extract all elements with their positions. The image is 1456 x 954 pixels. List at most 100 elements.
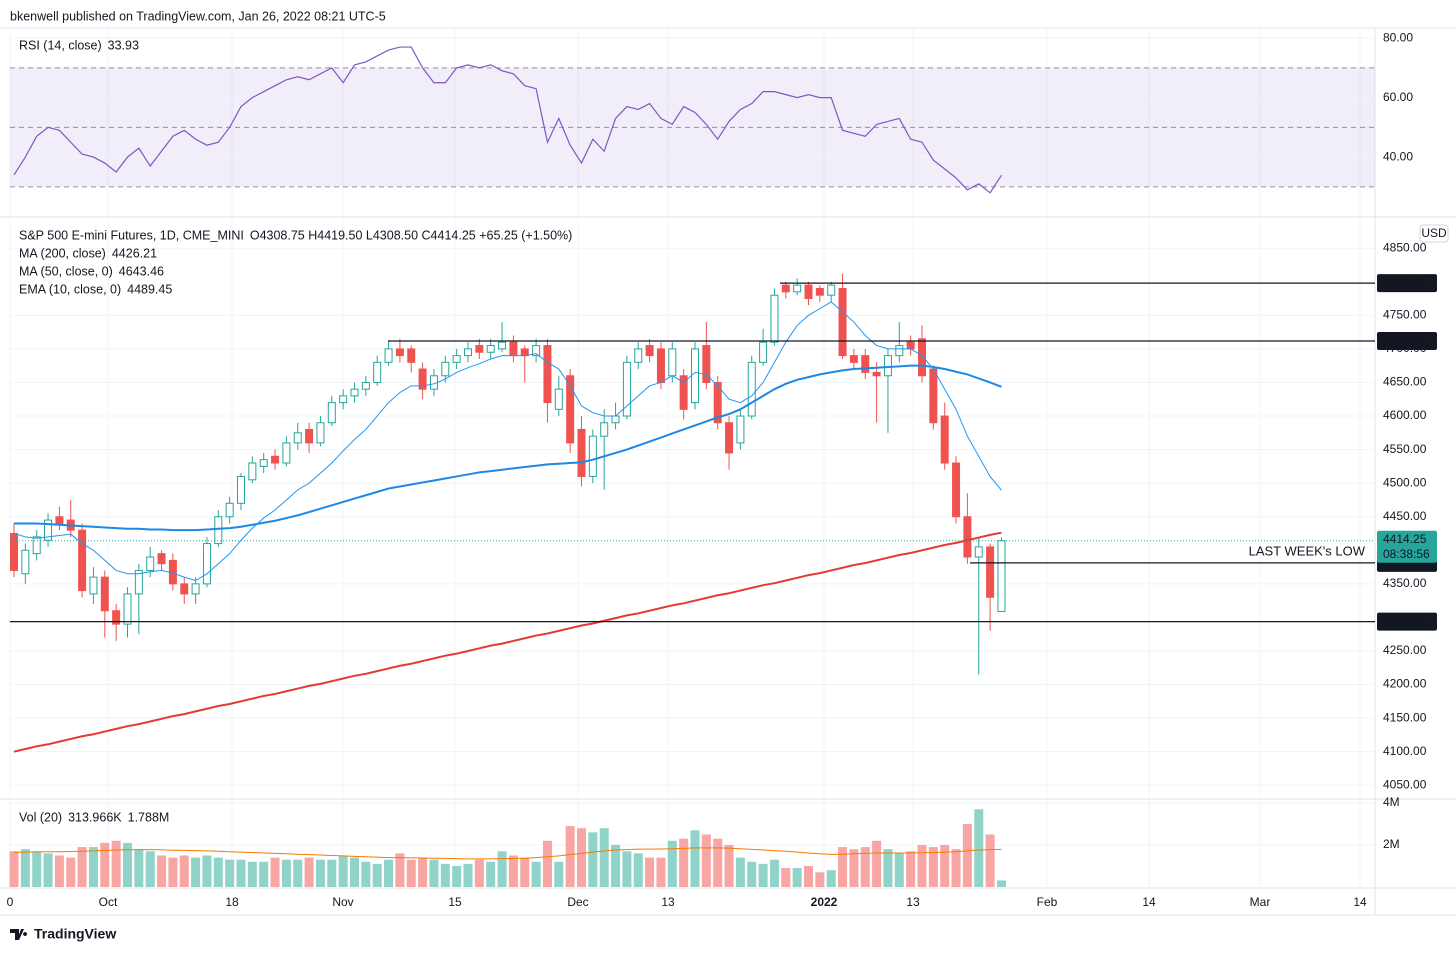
volume-bar	[996, 880, 1006, 887]
volume-bar	[815, 872, 825, 887]
candle-body	[316, 422, 325, 444]
x-tick-label: Dec	[567, 895, 588, 909]
volume-bar	[191, 857, 201, 887]
symbol-title: S&P 500 E-mini Futures, 1D, CME_MINI	[19, 228, 244, 242]
candle-body	[214, 516, 223, 545]
volume-bar	[202, 855, 212, 887]
volume-bar	[849, 849, 859, 887]
candle-body	[895, 345, 904, 357]
volume-bar	[384, 859, 394, 887]
volume-bar	[894, 853, 904, 887]
candle-body	[180, 583, 189, 595]
x-tick-label: 13	[661, 895, 675, 909]
currency: USD	[1421, 226, 1447, 240]
candle-body	[89, 576, 98, 595]
volume-bar	[270, 857, 280, 887]
volume-bar	[962, 823, 972, 887]
legend-name: MA (200, close)	[19, 246, 106, 260]
volume-bar	[701, 834, 711, 887]
volume-bar	[747, 861, 757, 887]
volume-bar	[792, 868, 802, 887]
candle-body	[441, 361, 450, 377]
candle-body	[656, 348, 665, 383]
candle-body	[554, 388, 563, 410]
volume-bar	[225, 859, 235, 887]
candle-body	[350, 388, 359, 397]
rsi-band	[10, 67, 1375, 187]
volume-bar	[940, 844, 950, 887]
volume-bar	[781, 868, 791, 887]
candle-body	[202, 543, 211, 585]
candle-body	[770, 294, 779, 343]
candle-body	[940, 415, 949, 464]
x-tick-label: 14	[1353, 895, 1367, 909]
volume-bar	[395, 853, 405, 887]
candle-body	[520, 348, 529, 357]
candle-body	[475, 345, 484, 353]
candle-body	[781, 284, 790, 293]
x-tick-label: 2022	[811, 895, 838, 909]
candle-body	[146, 556, 155, 571]
volume-bar	[542, 840, 552, 887]
x-tick-label: 0	[7, 895, 14, 909]
candle-body	[600, 422, 609, 437]
countdown: 08:38:56	[1383, 547, 1430, 561]
candle-body	[282, 442, 291, 464]
volume-bar	[338, 855, 348, 887]
chart-layer: 0 Oct 18 Nov 15 Dec 13 2022 13 Feb 14 Mar 14 4850.00 4…	[7, 30, 1449, 909]
legend-value: 1.788M	[128, 810, 170, 824]
candle-body	[452, 355, 461, 363]
candle-body	[634, 348, 643, 363]
level-label: 4711.75	[1383, 333, 1426, 347]
candle-body	[21, 549, 30, 575]
candle-body	[373, 361, 382, 383]
volume-bar	[418, 857, 428, 887]
candle-body	[305, 428, 314, 444]
volume-bar	[906, 851, 916, 887]
y-tick-label: 4350.00	[1383, 576, 1427, 590]
candle-body	[725, 422, 734, 454]
candle-body	[464, 348, 472, 357]
legend-value: 4426.21	[112, 246, 157, 260]
candle-body	[611, 415, 620, 424]
level-label: 4293.75	[1383, 614, 1427, 628]
volume-bar	[758, 863, 768, 887]
candle-body	[691, 348, 699, 404]
volume-bar	[769, 859, 779, 887]
candle-body	[861, 355, 870, 373]
y-tick-label: 4250.00	[1383, 643, 1427, 657]
candle-body	[645, 345, 654, 357]
y-tick-label: 4050.00	[1383, 777, 1427, 791]
candle-body	[509, 341, 518, 357]
volume-bar	[247, 861, 257, 887]
candle-body	[929, 368, 938, 424]
candle-body	[827, 284, 836, 296]
legend-name: Vol (20)	[19, 810, 62, 824]
candle-body	[883, 355, 892, 377]
volume-bar	[429, 859, 439, 887]
publish-info: bkenwell published on TradingView.com, J…	[10, 9, 386, 23]
candle-body	[679, 375, 688, 410]
volume-bar	[440, 863, 450, 887]
candle-body	[100, 576, 109, 612]
candle-body	[78, 529, 87, 592]
candle-body	[407, 348, 416, 363]
candle-body	[418, 368, 427, 390]
legend-value: 4489.45	[127, 282, 172, 296]
candle-body	[259, 459, 268, 467]
volume-bar	[315, 859, 325, 887]
y-tick-label: 4450.00	[1383, 509, 1427, 523]
legend-value: 33.93	[108, 38, 139, 52]
candle-body	[293, 432, 302, 444]
candle-body	[793, 284, 802, 293]
candle-body	[997, 540, 1006, 613]
y-tick-label: 4550.00	[1383, 442, 1427, 456]
volume-bar	[281, 859, 291, 887]
volume-bar	[168, 857, 178, 887]
candle-body	[804, 284, 813, 300]
candle-body	[157, 553, 166, 565]
y-tick-label: 60.00	[1383, 90, 1413, 104]
volume-bar	[928, 847, 938, 887]
candle-body	[702, 345, 711, 383]
